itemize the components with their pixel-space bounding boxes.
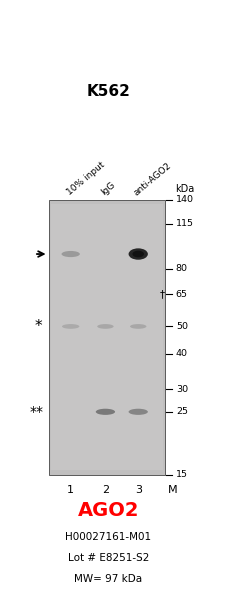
Ellipse shape xyxy=(130,324,146,329)
Text: 40: 40 xyxy=(176,349,188,359)
Text: 15: 15 xyxy=(176,470,188,479)
Text: †: † xyxy=(160,289,165,299)
Ellipse shape xyxy=(132,251,144,257)
Bar xyxy=(51,205,163,470)
Ellipse shape xyxy=(128,409,148,415)
Text: M: M xyxy=(168,485,178,495)
Text: K562: K562 xyxy=(86,84,130,99)
Text: IgG: IgG xyxy=(100,180,117,197)
Text: **: ** xyxy=(30,405,44,419)
Text: AGO2: AGO2 xyxy=(78,501,139,520)
Text: 30: 30 xyxy=(176,385,188,394)
Text: 2: 2 xyxy=(102,485,109,495)
Text: H00027161-M01: H00027161-M01 xyxy=(65,532,151,541)
Text: 140: 140 xyxy=(176,195,194,204)
Text: 10% input: 10% input xyxy=(65,160,106,197)
Text: 80: 80 xyxy=(176,264,188,273)
Ellipse shape xyxy=(62,251,80,257)
Text: 25: 25 xyxy=(176,407,188,416)
Text: 3: 3 xyxy=(135,485,142,495)
Ellipse shape xyxy=(128,248,148,260)
Text: kDa: kDa xyxy=(175,184,194,194)
Text: Lot # E8251-S2: Lot # E8251-S2 xyxy=(68,553,149,563)
Ellipse shape xyxy=(97,324,114,329)
Text: 115: 115 xyxy=(176,219,194,229)
Bar xyxy=(50,200,165,475)
Text: MW= 97 kDa: MW= 97 kDa xyxy=(74,574,142,585)
Text: *: * xyxy=(34,319,42,334)
Ellipse shape xyxy=(96,409,115,415)
Ellipse shape xyxy=(62,324,79,329)
Text: 65: 65 xyxy=(176,290,188,299)
Text: 50: 50 xyxy=(176,322,188,331)
Text: anti-AGO2: anti-AGO2 xyxy=(132,161,174,197)
Text: 1: 1 xyxy=(67,485,74,495)
